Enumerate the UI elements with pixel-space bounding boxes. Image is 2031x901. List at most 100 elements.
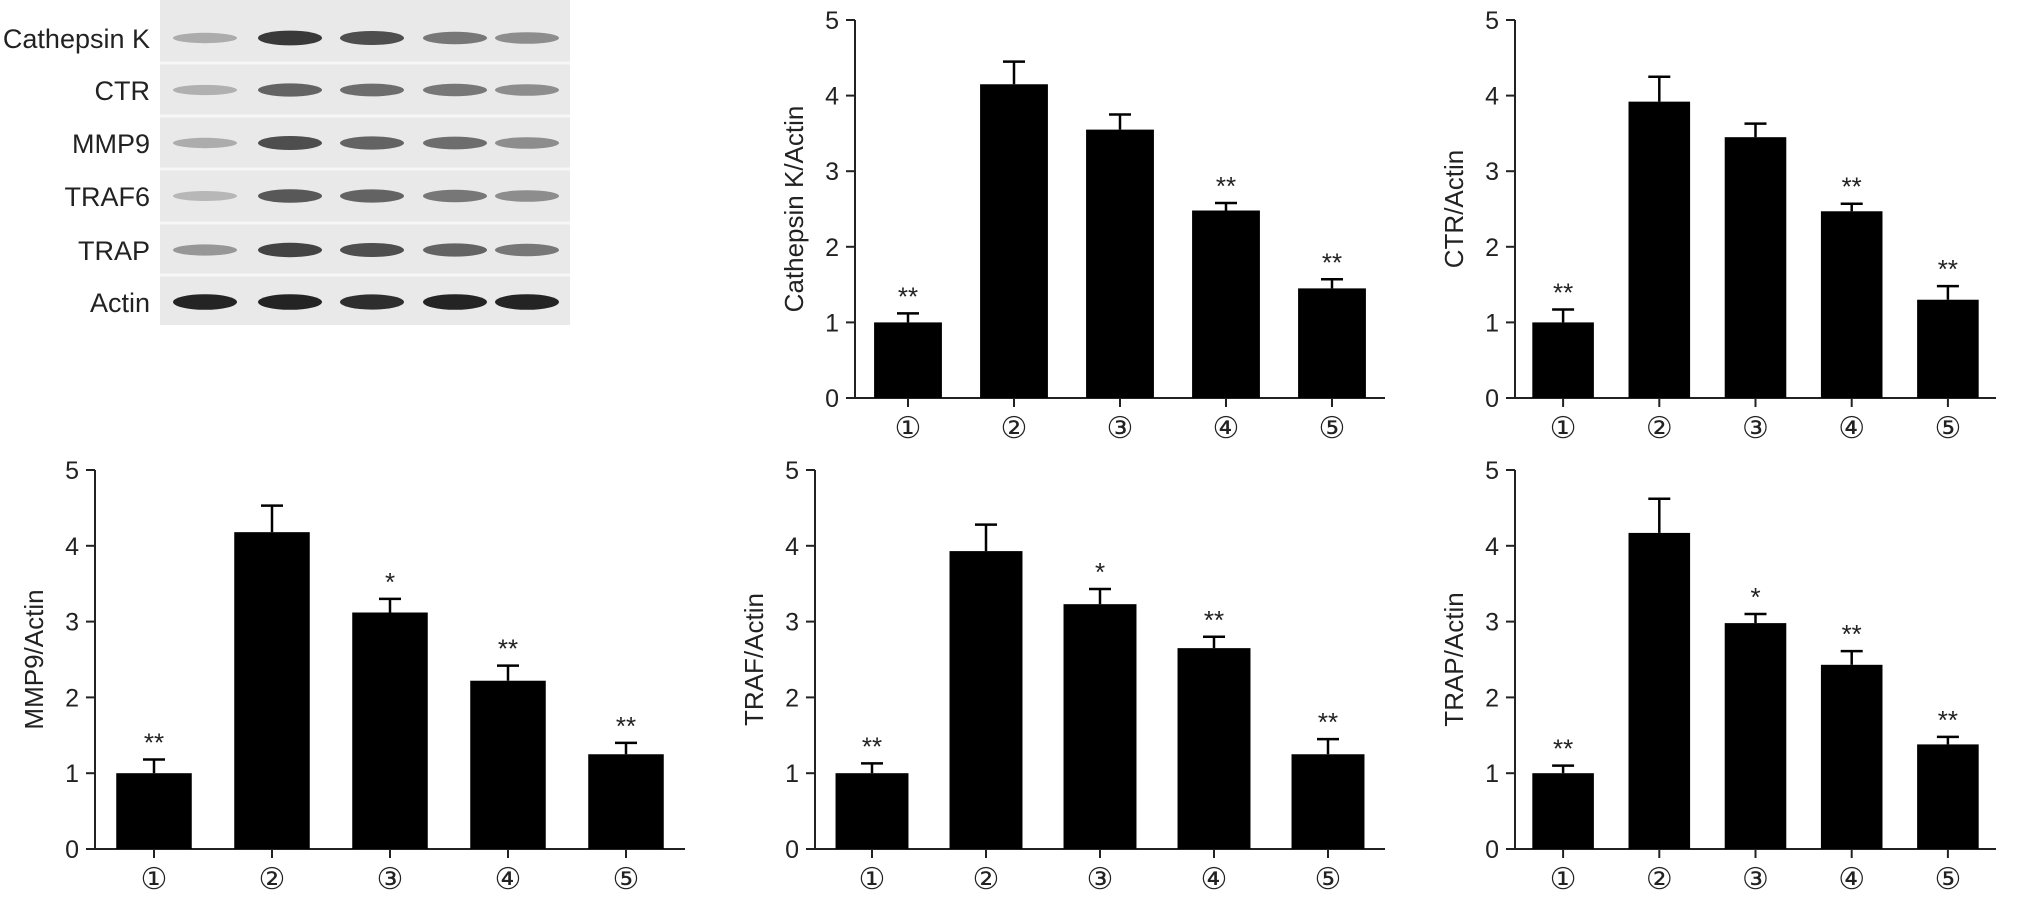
blot-membrane: [160, 0, 570, 325]
blot-band: [495, 84, 559, 96]
bar: [470, 680, 546, 849]
y-tick-label: 4: [65, 533, 79, 561]
bar: [1291, 754, 1365, 849]
y-tick-label: 2: [785, 684, 799, 712]
x-tick-label: ①: [895, 412, 922, 445]
blot-band: [495, 243, 559, 257]
blot-band: [173, 84, 237, 96]
blot-band: [340, 136, 404, 150]
y-tick-label: 5: [65, 457, 79, 485]
bar: [835, 773, 909, 849]
x-tick-label: ③: [1742, 412, 1769, 445]
significance-marker: **: [1938, 705, 1958, 735]
bar: [1532, 322, 1594, 398]
blot-band: [340, 83, 404, 97]
y-tick-label: 3: [785, 609, 799, 637]
y-tick-label: 0: [1485, 836, 1499, 864]
x-tick-label: ①: [1550, 863, 1577, 896]
x-tick-label: ⑤: [1315, 863, 1342, 896]
y-tick-label: 0: [785, 836, 799, 864]
significance-marker: **: [1322, 247, 1342, 277]
blot-band: [423, 31, 487, 45]
significance-marker: *: [1750, 582, 1760, 612]
bar: [588, 754, 664, 849]
x-tick-label: ③: [1742, 863, 1769, 896]
chart-ctr: 0 1 2 3 4 5 CTR/Actin ** ① ② ③ ** ④ ** ⑤: [1439, 7, 1996, 445]
x-tick-label: ③: [1087, 863, 1114, 896]
blot-band: [340, 31, 404, 45]
y-tick-label: 2: [1485, 684, 1499, 712]
blot-band: [173, 244, 237, 256]
x-tick-label: ①: [1550, 412, 1577, 445]
y-tick-label: 0: [1485, 385, 1499, 413]
y-tick-label: 1: [825, 309, 839, 337]
significance-marker: *: [385, 567, 395, 597]
bar: [1192, 210, 1260, 398]
chart-traf: 0 1 2 3 4 5 TRAF/Actin ** ① ② * ③ ** ④ ** ⑤: [739, 457, 1385, 896]
blot-band: [423, 83, 487, 97]
y-tick-label: 4: [825, 83, 839, 111]
y-tick-label: 5: [825, 7, 839, 35]
y-tick-label: 3: [65, 609, 79, 637]
y-tick-label: 2: [65, 684, 79, 712]
y-tick-label: 0: [825, 385, 839, 413]
significance-marker: **: [1318, 707, 1338, 737]
x-tick-label: ④: [1838, 863, 1865, 896]
y-tick-label: 2: [825, 234, 839, 262]
x-tick-label: ①: [859, 863, 886, 896]
bar: [1532, 773, 1594, 849]
blot-band: [258, 136, 322, 150]
blot-band: [173, 137, 237, 149]
chart-cathepsin-k: 0 1 2 3 4 5 Cathepsin K/Actin ** ① ② ③ ** ④ ** ⑤: [779, 7, 1385, 445]
significance-marker: **: [616, 711, 636, 741]
x-tick-label: ②: [1646, 412, 1673, 445]
bar: [1820, 664, 1883, 849]
blot-band: [258, 242, 322, 258]
y-tick-label: 0: [65, 836, 79, 864]
bar: [1724, 623, 1787, 849]
x-tick-label: ②: [259, 863, 286, 896]
y-tick-label: 4: [1485, 533, 1499, 561]
y-tick-label: 4: [785, 533, 799, 561]
blot-band: [495, 190, 559, 202]
blot-label: TRAF6: [64, 182, 150, 212]
blot-label: MMP9: [72, 129, 150, 159]
bar: [1628, 101, 1691, 398]
x-tick-label: ④: [495, 863, 522, 896]
x-tick-label: ④: [1213, 412, 1240, 445]
blot-band: [173, 191, 237, 201]
bar: [234, 532, 310, 849]
bar: [1820, 211, 1883, 398]
y-tick-label: 3: [1485, 158, 1499, 186]
chart-trap: 0 1 2 3 4 5 TRAP/Actin ** ① ② * ③ ** ④ ** ⑤: [1439, 457, 1996, 896]
significance-marker: **: [498, 634, 518, 664]
blot-band: [423, 243, 487, 257]
significance-marker: **: [1842, 619, 1862, 649]
y-tick-label: 4: [1485, 83, 1499, 111]
blot-band: [173, 32, 237, 44]
blot-band: [495, 32, 559, 44]
bar: [116, 773, 192, 849]
bar: [949, 551, 1023, 849]
significance-marker: *: [1095, 557, 1105, 587]
blot-band: [340, 189, 404, 203]
y-tick-label: 1: [1485, 760, 1499, 788]
x-tick-label: ⑤: [1934, 412, 1961, 445]
x-tick-label: ③: [377, 863, 404, 896]
significance-marker: **: [1216, 171, 1236, 201]
bar: [1724, 137, 1787, 398]
blot-band: [258, 83, 322, 97]
y-tick-label: 5: [785, 457, 799, 485]
y-tick-label: 5: [1485, 457, 1499, 485]
blot-band: [423, 189, 487, 203]
x-tick-label: ②: [973, 863, 1000, 896]
x-tick-label: ③: [1107, 412, 1134, 445]
x-tick-label: ①: [141, 863, 168, 896]
significance-marker: **: [898, 281, 918, 311]
bar: [1177, 648, 1251, 849]
y-tick-label: 2: [1485, 234, 1499, 262]
bar: [1917, 299, 1979, 398]
western-blot-panel: Cathepsin K CTR MMP9 TRAF6 TRAP Actin: [3, 0, 570, 325]
y-tick-label: 3: [1485, 609, 1499, 637]
bar: [1628, 532, 1691, 849]
